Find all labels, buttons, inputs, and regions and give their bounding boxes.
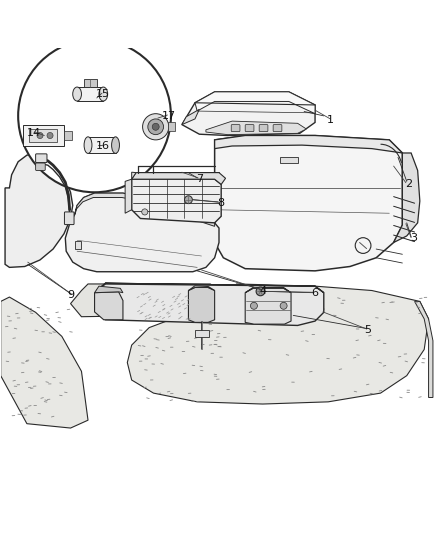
Circle shape [251,302,258,309]
Polygon shape [97,283,324,293]
Polygon shape [206,121,306,135]
Circle shape [184,196,192,204]
Polygon shape [195,330,209,337]
Circle shape [142,209,148,215]
Circle shape [47,133,53,139]
Polygon shape [95,292,123,320]
Polygon shape [132,179,221,223]
Polygon shape [64,131,72,140]
Text: 9: 9 [67,290,74,300]
Polygon shape [71,284,228,317]
Circle shape [143,114,169,140]
Text: 6: 6 [311,288,318,298]
FancyBboxPatch shape [231,125,240,132]
Polygon shape [84,79,97,87]
Polygon shape [88,137,116,154]
Text: 16: 16 [96,141,110,151]
Text: 17: 17 [162,111,176,121]
Polygon shape [182,92,315,135]
Circle shape [256,287,265,296]
Text: 8: 8 [218,198,225,208]
Ellipse shape [99,87,108,101]
Polygon shape [127,284,428,404]
Polygon shape [215,135,403,153]
Ellipse shape [84,137,92,154]
Ellipse shape [112,137,120,154]
Text: 4: 4 [259,286,266,295]
Text: 2: 2 [405,179,413,189]
Polygon shape [182,109,199,125]
Text: 1: 1 [327,115,334,125]
Polygon shape [195,92,315,114]
FancyBboxPatch shape [259,125,268,132]
Polygon shape [77,87,103,101]
Polygon shape [29,129,57,142]
FancyBboxPatch shape [64,212,74,224]
Polygon shape [132,172,136,179]
Circle shape [18,39,171,192]
Polygon shape [245,288,291,324]
Polygon shape [65,193,219,272]
Circle shape [280,302,287,309]
Polygon shape [188,286,215,290]
Polygon shape [132,173,226,184]
FancyBboxPatch shape [273,125,282,132]
Polygon shape [97,284,324,326]
FancyBboxPatch shape [35,154,47,163]
FancyBboxPatch shape [245,125,254,132]
Text: 5: 5 [364,325,371,335]
Text: 3: 3 [410,233,417,243]
Polygon shape [415,302,433,398]
Polygon shape [75,193,215,227]
Text: 14: 14 [26,128,40,139]
Polygon shape [168,123,175,131]
Polygon shape [394,153,420,243]
Text: 7: 7 [196,174,203,184]
Polygon shape [1,297,88,428]
Text: 15: 15 [96,89,110,99]
Circle shape [37,133,43,139]
Polygon shape [245,287,291,293]
Polygon shape [125,179,132,213]
Polygon shape [5,154,73,268]
Ellipse shape [73,87,81,101]
Polygon shape [188,287,215,322]
Polygon shape [22,125,64,146]
Polygon shape [215,135,403,271]
Circle shape [148,119,163,135]
Circle shape [152,123,159,130]
FancyBboxPatch shape [35,163,45,171]
Polygon shape [95,286,123,293]
Polygon shape [75,241,81,249]
Polygon shape [280,157,297,163]
